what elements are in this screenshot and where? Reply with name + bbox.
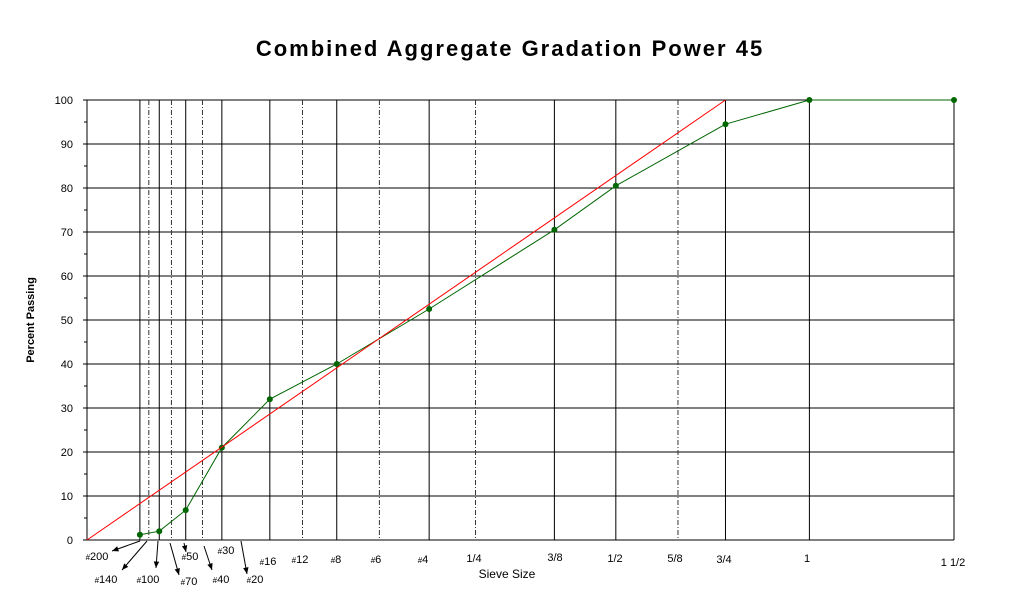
x-tick-label: 1 bbox=[804, 553, 810, 565]
y-tick-label: 50 bbox=[61, 315, 73, 327]
arrow-head bbox=[122, 563, 129, 570]
x-tick-label: #16 bbox=[260, 556, 277, 568]
data-point bbox=[426, 306, 433, 312]
y-axis-title: Percent Passing bbox=[25, 277, 37, 363]
x-tick-label: 5/8 bbox=[667, 553, 682, 565]
arrow-head bbox=[174, 568, 180, 575]
data-point bbox=[551, 226, 558, 233]
x-tick-label: 1/4 bbox=[466, 553, 481, 565]
y-tick-label: 90 bbox=[61, 139, 73, 151]
max-density-line bbox=[86, 99, 726, 541]
x-tick-label: #20 bbox=[247, 574, 264, 586]
gradation-line bbox=[139, 99, 954, 536]
y-tick-label: 30 bbox=[61, 403, 73, 415]
arrow-head bbox=[181, 545, 188, 552]
label-layer: 0 10 20 30 40 50 60 70 80 90 100 #200 #140 #100 #70 #50… bbox=[55, 95, 966, 588]
data-point bbox=[806, 97, 813, 103]
data-point bbox=[266, 396, 273, 403]
data-point bbox=[156, 528, 163, 535]
x-tick-label: #30 bbox=[218, 545, 235, 557]
x-tick-label: #12 bbox=[292, 554, 309, 566]
x-tick-label: 3/4 bbox=[716, 554, 731, 566]
arrow-head bbox=[153, 561, 160, 568]
x-tick-label: 3/8 bbox=[547, 552, 562, 564]
data-point bbox=[333, 361, 340, 367]
y-tick-label: 100 bbox=[55, 95, 73, 107]
x-tick-label: #70 bbox=[181, 576, 198, 588]
y-tick-label: 70 bbox=[61, 227, 73, 239]
y-tick-label: 60 bbox=[61, 271, 73, 283]
x-tick-label: 1/2 bbox=[607, 553, 622, 565]
x-tick-label: #4 bbox=[418, 554, 429, 566]
y-tick-label: 80 bbox=[61, 183, 73, 195]
arrow-head bbox=[207, 563, 213, 570]
x-tick-label: #140 bbox=[95, 574, 118, 586]
x-tick-label: #200 bbox=[86, 551, 109, 563]
x-tick-label: #8 bbox=[331, 554, 342, 566]
x-tick-label: #100 bbox=[137, 574, 160, 586]
data-point bbox=[136, 531, 143, 538]
y-tick-label: 10 bbox=[61, 491, 73, 503]
x-axis-title: Sieve Size bbox=[479, 567, 536, 581]
chart-title: Combined Aggregate Gradation Power 45 bbox=[255, 36, 765, 61]
x-tick-label: #50 bbox=[182, 551, 199, 563]
grid-layer bbox=[83, 99, 955, 541]
data-point bbox=[951, 97, 957, 103]
x-tick-label: #6 bbox=[371, 554, 382, 566]
y-tick-label: 0 bbox=[67, 535, 73, 547]
arrow-head bbox=[112, 546, 119, 552]
data-point bbox=[182, 507, 189, 514]
data-point bbox=[722, 121, 729, 128]
x-tick-label: 1 1/2 bbox=[941, 557, 965, 569]
y-tick-label: 20 bbox=[61, 447, 73, 459]
data-point bbox=[612, 182, 619, 189]
series-layer bbox=[86, 97, 957, 541]
y-tick-label: 40 bbox=[61, 359, 73, 371]
arrow-head bbox=[243, 567, 249, 574]
x-tick-label: #40 bbox=[213, 574, 230, 586]
